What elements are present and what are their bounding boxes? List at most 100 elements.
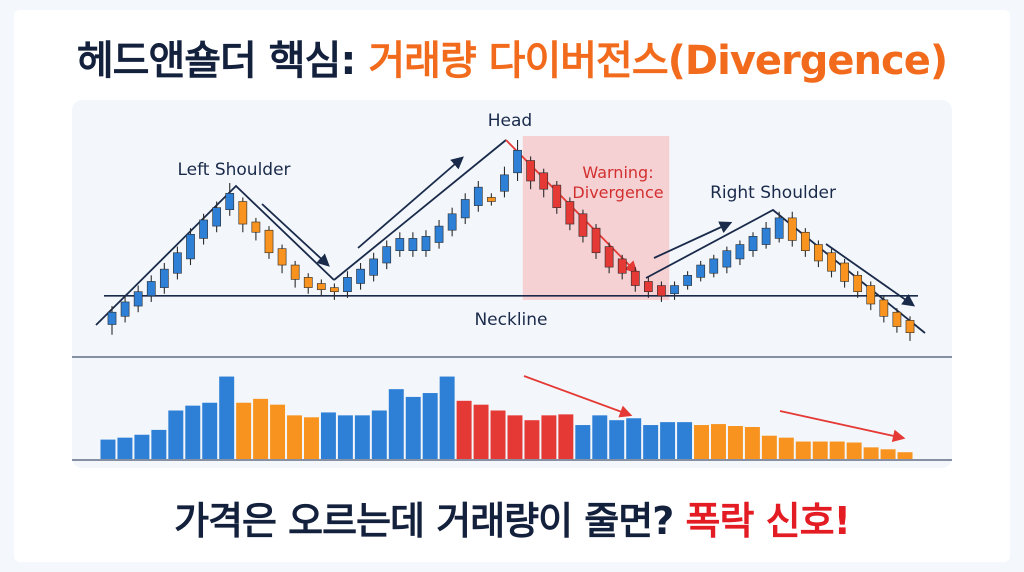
volume-bar [371, 410, 387, 459]
candle [814, 240, 823, 268]
left-shoulder-trendline [95, 184, 335, 326]
candle [604, 242, 614, 274]
volume-bar [575, 425, 591, 459]
volume-bar [456, 400, 472, 459]
candle [225, 183, 235, 216]
candle [408, 232, 418, 257]
volume-bar [270, 404, 286, 459]
volume-bar [253, 398, 269, 459]
volume-bar [287, 415, 302, 459]
caption-answer: 폭락 신호! [685, 499, 851, 543]
candle [120, 295, 130, 323]
caption-question: 가격은 오르는데 거래량이 줄면? [174, 499, 686, 543]
candle [199, 213, 208, 245]
candle [487, 193, 496, 206]
candle [657, 281, 666, 302]
candle [186, 228, 195, 266]
candle [395, 232, 405, 257]
volume-bar [897, 452, 913, 459]
candle [670, 281, 679, 300]
volume-bar [812, 441, 828, 459]
volume-divergence-arrow-right-shoulder [779, 410, 906, 442]
volume-bar [185, 405, 201, 459]
left-shoulder-label: Left Shoulder [177, 160, 290, 180]
volume-bar [490, 410, 506, 459]
candle [853, 271, 863, 298]
candle [892, 308, 902, 333]
volume-bar [100, 439, 116, 459]
volume-bar [609, 420, 625, 459]
volume-bar [405, 396, 421, 459]
candle [827, 248, 836, 278]
page-title: 헤드앤숄더 핵심: 거래량 다이버전스(Divergence) [0, 28, 1024, 86]
candle [460, 193, 470, 225]
volume-bar [388, 389, 404, 459]
volume-bar [236, 402, 252, 459]
head-left-trendline [333, 139, 507, 281]
volume-bar [524, 420, 540, 459]
candle [251, 217, 261, 241]
candle [277, 244, 287, 274]
candle [787, 211, 797, 247]
candle [290, 260, 300, 288]
candle [800, 228, 810, 257]
volume-bar [829, 441, 845, 459]
volume-divergence-arrow-head [523, 375, 633, 418]
candle [513, 140, 522, 181]
candle [866, 281, 876, 311]
volume-bar [643, 425, 659, 459]
candle [303, 273, 313, 294]
volume-bar [117, 437, 133, 459]
volume-bar [744, 426, 760, 459]
candle [264, 226, 274, 259]
neckline-label: Neckline [474, 310, 547, 330]
candle [591, 224, 601, 259]
volume-bar [694, 425, 709, 459]
candle [774, 211, 784, 243]
candle [159, 263, 169, 294]
candle [447, 207, 457, 237]
volume-bar [439, 376, 455, 459]
candle [539, 168, 549, 198]
volume-bar [473, 404, 489, 459]
volume-bar [168, 410, 184, 459]
candle [879, 295, 889, 323]
candle [107, 306, 117, 335]
volume-bar [558, 414, 574, 459]
candle [356, 263, 365, 290]
title-accent: 거래량 다이버전스(Divergence) [368, 38, 948, 84]
title-main: 헤드앤숄더 핵심: [76, 38, 369, 84]
volume-bar [727, 426, 743, 459]
candle [709, 254, 719, 278]
candle [565, 197, 575, 231]
right-shoulder-down-arrow [825, 243, 916, 307]
candle [212, 201, 222, 233]
candle [238, 197, 248, 233]
volume-bar [626, 418, 642, 459]
volume-bar [134, 434, 150, 459]
head-up-arrow [357, 156, 464, 249]
candle [905, 316, 915, 341]
candle [735, 240, 745, 266]
volume-bar [507, 415, 523, 459]
volume-bar [202, 402, 218, 459]
candle [173, 246, 182, 280]
volume-bar [354, 415, 370, 459]
candle [552, 181, 562, 214]
right-shoulder-label: Right Shoulder [710, 183, 836, 203]
volume-bar [541, 415, 557, 459]
volume-bar [711, 424, 726, 459]
candle [343, 271, 352, 298]
volume-bar [422, 393, 438, 459]
candle [473, 181, 483, 212]
volume-bar [778, 437, 794, 459]
candle [330, 283, 339, 300]
candle [761, 222, 771, 249]
warning-divergence-zone [522, 136, 670, 300]
volume-bar [320, 412, 336, 459]
candle [840, 258, 849, 288]
candle [146, 275, 156, 302]
volume-bar [151, 429, 167, 459]
volume-bar [795, 441, 811, 459]
